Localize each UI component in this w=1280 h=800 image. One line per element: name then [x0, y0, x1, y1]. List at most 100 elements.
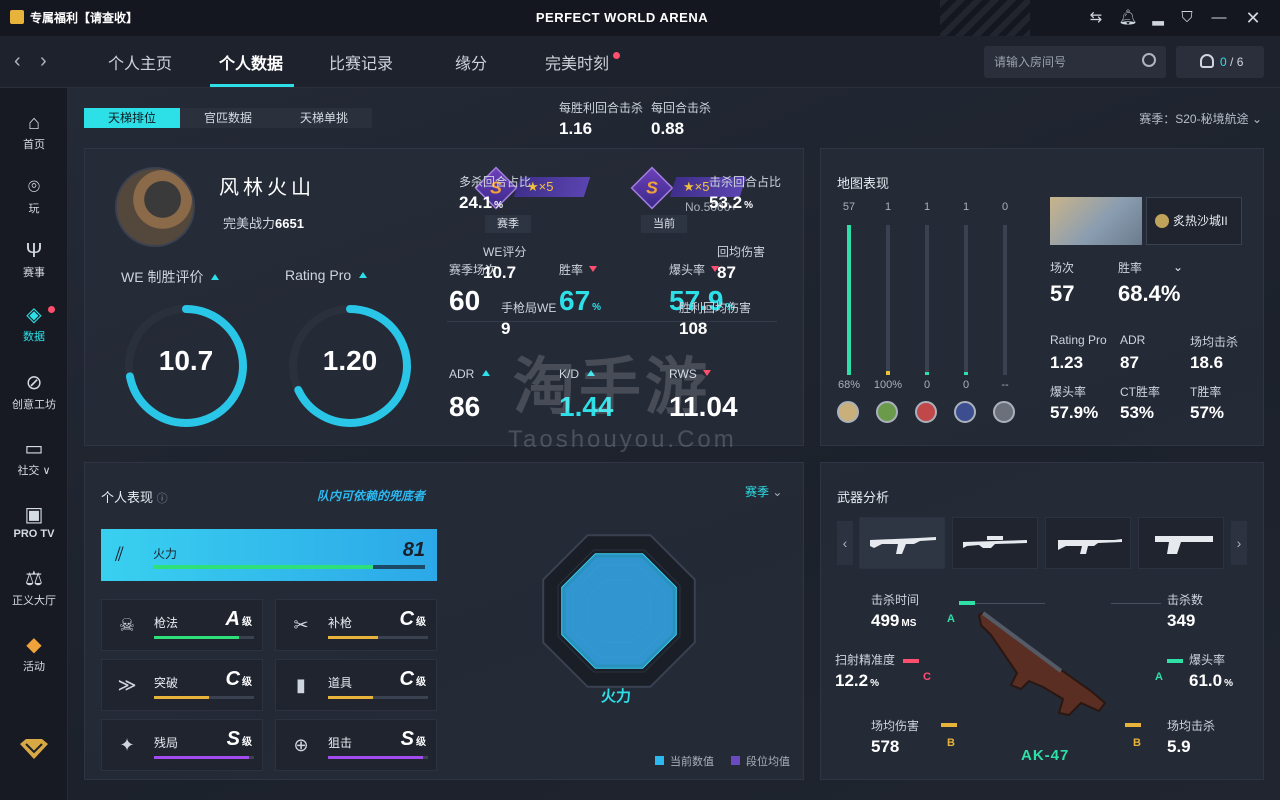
perf-card[interactable]: ✦ 残局 S 级 — [101, 719, 263, 771]
weapon-tab-m4[interactable] — [1045, 517, 1131, 569]
friends-button[interactable]: 0 / 6 — [1176, 46, 1264, 78]
help-icon[interactable]: ⓘ — [156, 493, 168, 505]
subtab-official-match[interactable]: 官匹数据 — [180, 108, 276, 128]
map-detail-label: T胜率 — [1190, 385, 1222, 399]
perf-season-select[interactable]: 赛季 ⌄ — [745, 485, 783, 499]
weapon-tab-deagle[interactable] — [1138, 517, 1224, 569]
firepower-card[interactable]: ⫽ 火力 81 — [101, 529, 437, 581]
perf-card[interactable]: ☠ 枪法 A 级 — [101, 599, 263, 651]
decor-stripes — [940, 0, 1030, 36]
trend-up-icon — [587, 370, 596, 376]
map-matches-value: 57 — [1050, 281, 1075, 306]
perf-card[interactable]: ⊕ 狙击 S 级 — [275, 719, 437, 771]
we-rating-gauge — [125, 305, 247, 427]
chevron-down-icon: ⌄ — [772, 485, 783, 499]
dash-icon: ≫ — [117, 675, 137, 695]
weapon-prev-button[interactable]: ‹ — [837, 521, 853, 565]
weapon-stat-label: 击杀数 — [1167, 593, 1204, 607]
sidebar-item-data[interactable]: ◈ 数据 — [0, 298, 68, 358]
map-bar-fill — [964, 372, 968, 375]
radar-metric-label: 击杀回合占比 — [709, 175, 782, 189]
sidebar-item-workshop[interactable]: ⊘ 创意工坊 — [0, 366, 68, 426]
forward-icon[interactable]: › — [40, 50, 47, 72]
map-inferno-icon[interactable] — [915, 401, 937, 423]
leader-line — [1111, 603, 1161, 604]
search-icon[interactable] — [1142, 53, 1156, 67]
chevron-down-icon: ⌄ — [1173, 260, 1184, 274]
weapon-next-button[interactable]: › — [1231, 521, 1247, 565]
promo-link[interactable]: 专属福利【请查收】 — [10, 9, 138, 26]
vip-diamond-icon[interactable] — [18, 738, 50, 760]
trend-down-icon — [589, 266, 598, 272]
tab-personal-data[interactable]: 个人数据 — [219, 56, 284, 73]
tab-home[interactable]: 个人主页 — [108, 56, 173, 73]
season-select[interactable]: 赛季：S20-秘境航途 ⌄ — [1139, 112, 1262, 126]
sidebar-item-social[interactable]: ▭ 社交 ∨ — [0, 432, 68, 492]
sidebar-item-events[interactable]: Ψ 赛事 — [0, 234, 68, 294]
weapon-tab-awp[interactable] — [952, 517, 1038, 569]
weapon-stat-grade: A — [947, 613, 955, 625]
perf-card[interactable]: ≫ 突破 C 级 — [101, 659, 263, 711]
notification-dot — [613, 52, 620, 59]
map-mirage-icon[interactable] — [876, 401, 898, 423]
sidebar-item-pro-tv[interactable]: ▣ PRO TV — [0, 498, 68, 558]
room-number-input[interactable] — [984, 46, 1166, 78]
sidebar-item-play[interactable]: ⌾ 玩 — [0, 170, 68, 230]
perf-card-label: 道具 — [328, 676, 353, 690]
subtab-ladder[interactable]: 天梯排位 — [84, 108, 180, 128]
map-bar-fill — [847, 225, 851, 375]
app-title: PERFECT WORLD ARENA — [535, 10, 709, 25]
weapon-tab-ak47[interactable] — [859, 517, 945, 569]
gift-icon — [10, 10, 24, 24]
planet-icon: ⊘ — [25, 372, 43, 394]
bell-icon[interactable]: 🔔︎ — [1118, 9, 1138, 26]
avatar[interactable] — [115, 167, 195, 247]
map-detail-value: 87 — [1120, 353, 1139, 372]
active-tab-indicator — [210, 84, 294, 87]
radar-metric-value: 53.2% — [709, 193, 753, 212]
map-select[interactable]: 炙热沙城II ⌄ — [1146, 197, 1242, 274]
perf-card-bar-track — [154, 756, 254, 759]
grenade-icon: ▮ — [296, 675, 306, 695]
radar-metric-label: 手枪局WE — [501, 301, 557, 315]
map-nuke-icon[interactable] — [954, 401, 976, 423]
tab-match-history[interactable]: 比赛记录 — [329, 56, 394, 73]
trend-up-icon — [211, 274, 220, 280]
weapon-panel-title: 武器分析 — [837, 490, 890, 505]
shield-icon[interactable]: ⛉ — [1181, 9, 1193, 26]
gauge-arc — [125, 305, 247, 427]
perf-card[interactable]: ✂ 补枪 C 级 — [275, 599, 437, 651]
subtab-ladder-duel[interactable]: 天梯单挑 — [276, 108, 372, 128]
weapon-stat-grade: A — [1155, 671, 1163, 683]
back-icon[interactable]: ‹ — [14, 50, 21, 72]
sidebar-item-home[interactable]: ⌂ 首页 — [0, 106, 68, 166]
minimize-icon[interactable]: — — [1211, 9, 1227, 26]
map-overpass-icon[interactable] — [993, 401, 1015, 423]
map-bar-count: 57 — [842, 201, 856, 213]
map-detail-value: 1.23 — [1050, 353, 1084, 372]
perf-card-bar-fill — [328, 696, 373, 699]
map-detail-value: 53% — [1120, 403, 1155, 422]
radar-metric-label: 胜利回均伤害 — [679, 301, 752, 315]
swap-icon[interactable]: ⇆ — [1089, 9, 1103, 26]
signal-icon[interactable]: ▂ — [1152, 9, 1164, 26]
tab-perfect-moments[interactable]: 完美时刻 — [545, 56, 610, 73]
close-icon[interactable]: ✕ — [1245, 8, 1261, 28]
map-detail-label: ADR — [1120, 333, 1146, 347]
tab-fate[interactable]: 缘分 — [455, 56, 488, 73]
sidebar-item-justice-hall[interactable]: ⚖ 正义大厅 — [0, 562, 68, 622]
tv-icon: ▣ — [24, 504, 44, 526]
trophy-icon: Ψ — [25, 240, 43, 262]
adr-label: ADR — [449, 367, 491, 381]
map-dust-icon[interactable] — [837, 401, 859, 423]
weapon-stat-grade: B — [1133, 737, 1141, 749]
perf-card[interactable]: ▮ 道具 C 级 — [275, 659, 437, 711]
trend-down-icon — [702, 370, 711, 376]
map-bar-track — [925, 225, 929, 375]
map-bar-rate: 0 — [962, 379, 970, 391]
map-coin-icon — [1155, 214, 1169, 228]
sidebar-item-activities[interactable]: ◆ 活动 — [0, 628, 68, 688]
